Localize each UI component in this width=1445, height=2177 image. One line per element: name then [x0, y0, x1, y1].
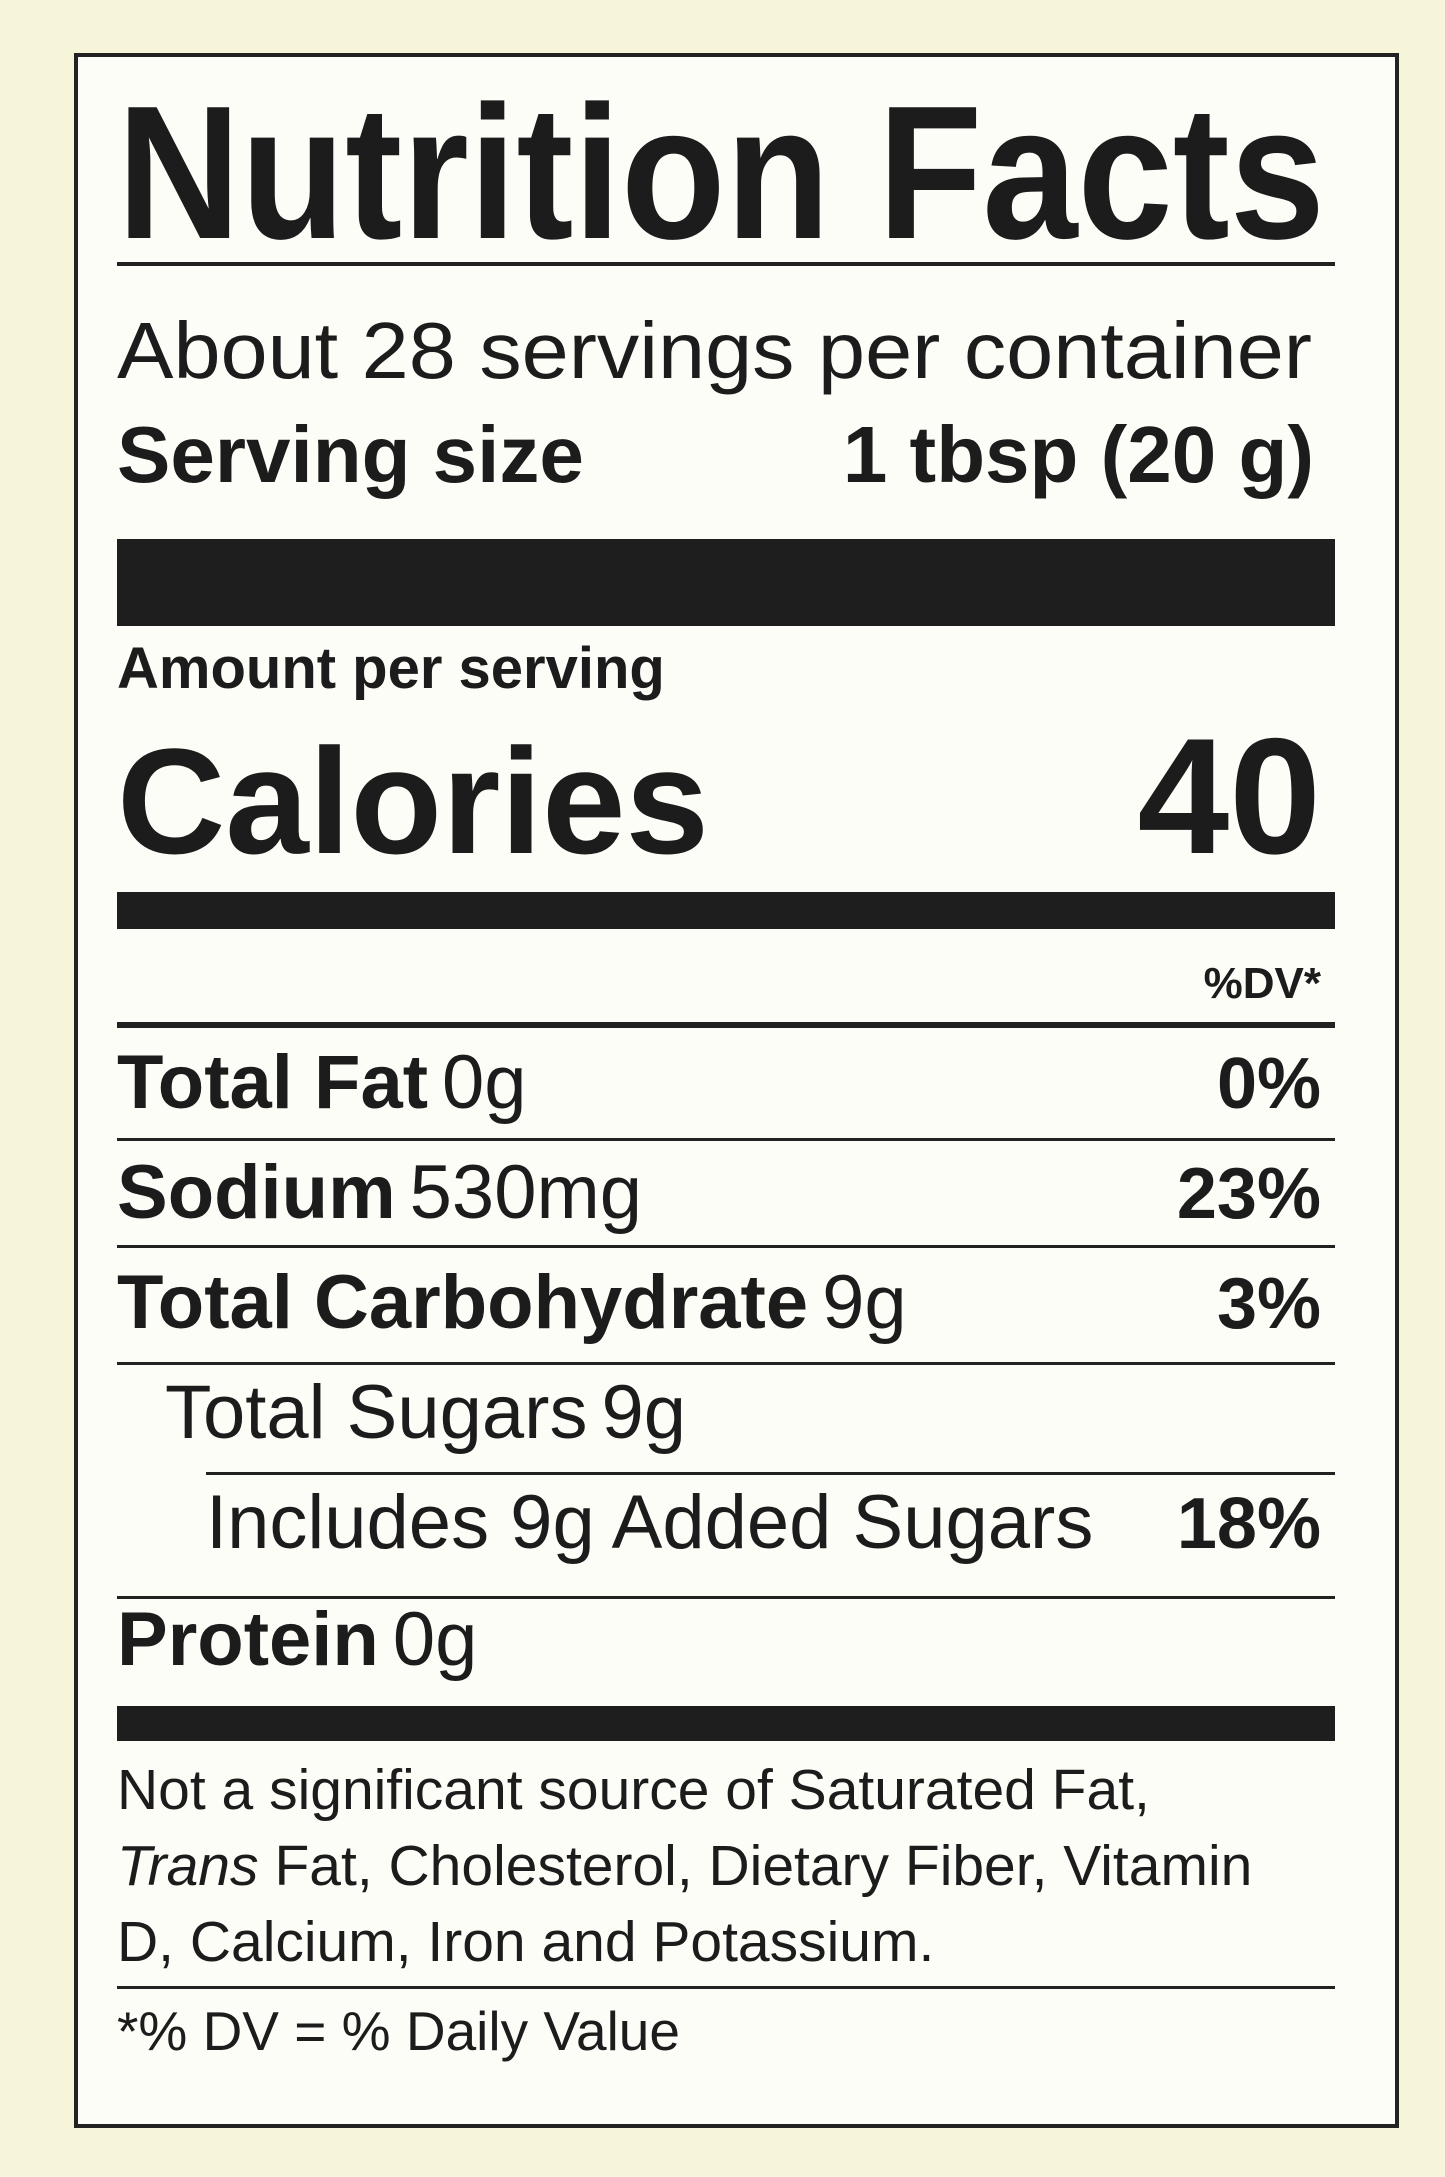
nutrient-amount: 0g — [393, 1597, 478, 1682]
serving-size-value: 1 tbsp (20 g) — [843, 410, 1314, 499]
rule — [206, 1472, 1335, 1475]
nutrient-line: Sodium 530mg — [117, 1150, 642, 1235]
rule — [117, 1138, 1335, 1141]
nutrient-name: Total Sugars — [165, 1370, 587, 1455]
nutrient-line: Includes 9g Added Sugars — [206, 1480, 1093, 1565]
rule — [117, 1022, 1335, 1028]
nutrient-dv: 0% — [1217, 1044, 1321, 1124]
thick-bar — [117, 892, 1335, 929]
serving-size-label: Serving size — [117, 410, 584, 499]
nutrient-amount: 9g — [822, 1260, 907, 1345]
nutrient-name: Sodium — [117, 1150, 396, 1235]
nutrient-name: Total Carbohydrate — [117, 1260, 808, 1345]
label-panel — [74, 53, 1399, 2128]
footnote-line: Trans Fat, Cholesterol, Dietary Fiber, Vi… — [117, 1834, 1252, 1898]
nutrient-dv: 3% — [1217, 1264, 1321, 1344]
rule — [117, 1362, 1335, 1365]
dv-header: %DV* — [1204, 959, 1322, 1008]
dv-note: *% DV = % Daily Value — [117, 2000, 680, 2062]
amount-per-serving: Amount per serving — [117, 636, 665, 701]
nutrient-rows: Total Fat 0g 0%Sodium 530mg 23%Total Carbohy… — [117, 1040, 1335, 1682]
servings: About 28 servings per container — [117, 306, 1312, 395]
rule — [117, 1245, 1335, 1248]
footnote-line: Not a significant source of Saturated Fa… — [117, 1758, 1150, 1822]
label-title: Nutrition Facts — [117, 67, 1325, 279]
calories-value: 40 — [1137, 704, 1321, 888]
nutrient-dv: 23% — [1177, 1154, 1321, 1234]
nutrient-amount: 9g — [601, 1370, 686, 1455]
rule — [117, 1986, 1335, 1989]
nutrient-line: Total Fat 0g — [117, 1040, 527, 1125]
nutrient-amount: 0g — [442, 1040, 527, 1125]
footnote-italic: Trans — [117, 1834, 258, 1898]
nutrient-line: Total Carbohydrate 9g — [117, 1260, 907, 1345]
rule — [117, 262, 1335, 266]
rule — [117, 1596, 1335, 1599]
nutrient-amount: 530mg — [410, 1150, 642, 1235]
thick-bar — [117, 539, 1335, 626]
nutrient-line: Total Sugars 9g — [165, 1370, 686, 1455]
nutrient-name: Includes 9g Added Sugars — [206, 1480, 1093, 1565]
nutrient-name: Total Fat — [117, 1040, 428, 1125]
calories-label: Calories — [117, 717, 709, 885]
footnote-line: D, Calcium, Iron and Potassium. — [117, 1910, 934, 1974]
nutrient-line: Protein 0g — [117, 1597, 477, 1682]
thick-bar — [117, 1706, 1335, 1741]
nutrient-dv: 18% — [1177, 1484, 1321, 1564]
footnote-text: Fat, Cholesterol, Dietary Fiber, Vitamin — [274, 1834, 1252, 1898]
nutrient-name: Protein — [117, 1597, 379, 1682]
